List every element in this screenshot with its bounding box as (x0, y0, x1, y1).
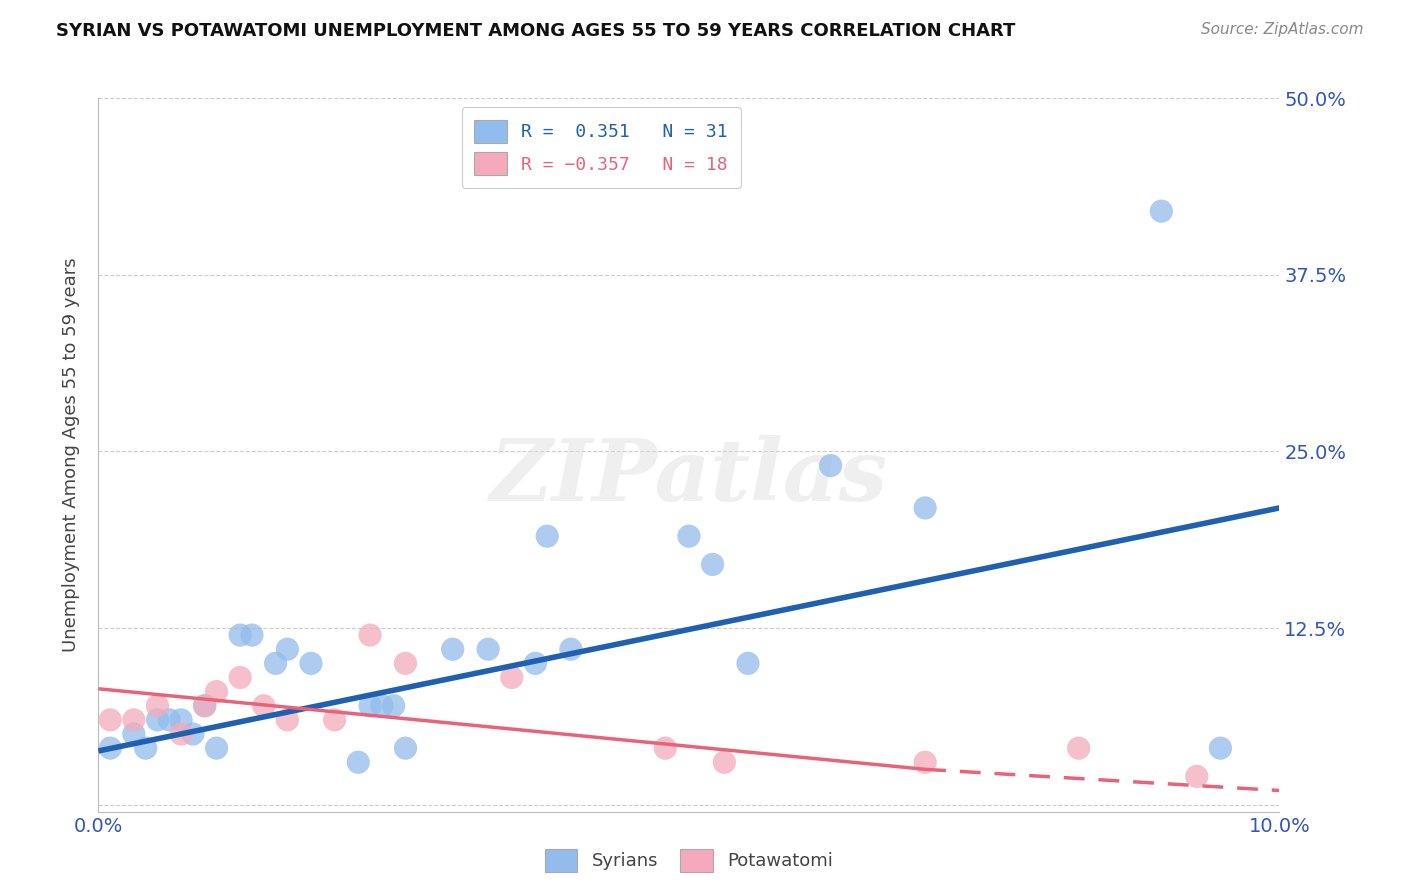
Point (135, 741, 157, 756)
Point (229, 628, 252, 642)
Point (122, 727, 145, 741)
Point (170, 713, 193, 727)
Point (264, 657, 287, 671)
Legend: Syrians, Potawatomi: Syrians, Potawatomi (536, 840, 842, 881)
Point (820, 458, 842, 473)
Point (229, 671, 252, 685)
Point (1209, 741, 1232, 756)
Point (394, 657, 416, 671)
Point (477, 642, 499, 657)
Y-axis label: Unemployment Among Ages 55 to 59 years: Unemployment Among Ages 55 to 59 years (62, 258, 80, 652)
Point (394, 741, 416, 756)
Point (359, 698, 381, 713)
Point (737, 657, 759, 671)
Point (1185, 769, 1208, 783)
Point (157, 713, 180, 727)
Point (323, 713, 346, 727)
Point (146, 698, 169, 713)
Point (371, 698, 394, 713)
Point (713, 756, 735, 770)
Point (441, 642, 464, 657)
Point (382, 698, 405, 713)
Point (194, 698, 217, 713)
Point (194, 698, 217, 713)
Text: SYRIAN VS POTAWATOMI UNEMPLOYMENT AMONG AGES 55 TO 59 YEARS CORRELATION CHART: SYRIAN VS POTAWATOMI UNEMPLOYMENT AMONG … (56, 22, 1015, 40)
Point (205, 741, 228, 756)
Point (181, 727, 204, 741)
Point (914, 500, 936, 515)
Point (560, 642, 582, 657)
Point (98, 741, 121, 756)
Point (501, 671, 523, 685)
Point (299, 657, 322, 671)
Point (1150, 204, 1173, 219)
Point (347, 756, 370, 770)
Point (240, 628, 263, 642)
Point (170, 727, 193, 741)
Point (122, 713, 145, 727)
Point (146, 713, 169, 727)
Text: Source: ZipAtlas.com: Source: ZipAtlas.com (1201, 22, 1364, 37)
Point (654, 741, 676, 756)
Point (359, 628, 381, 642)
Point (914, 756, 936, 770)
Point (1067, 741, 1090, 756)
Point (702, 558, 724, 572)
Point (276, 713, 298, 727)
Point (536, 529, 558, 543)
Point (98, 713, 121, 727)
Text: ZIPatlas: ZIPatlas (489, 434, 889, 518)
Point (678, 529, 700, 543)
Point (205, 684, 228, 698)
Point (276, 642, 298, 657)
Point (524, 657, 547, 671)
Point (253, 698, 276, 713)
